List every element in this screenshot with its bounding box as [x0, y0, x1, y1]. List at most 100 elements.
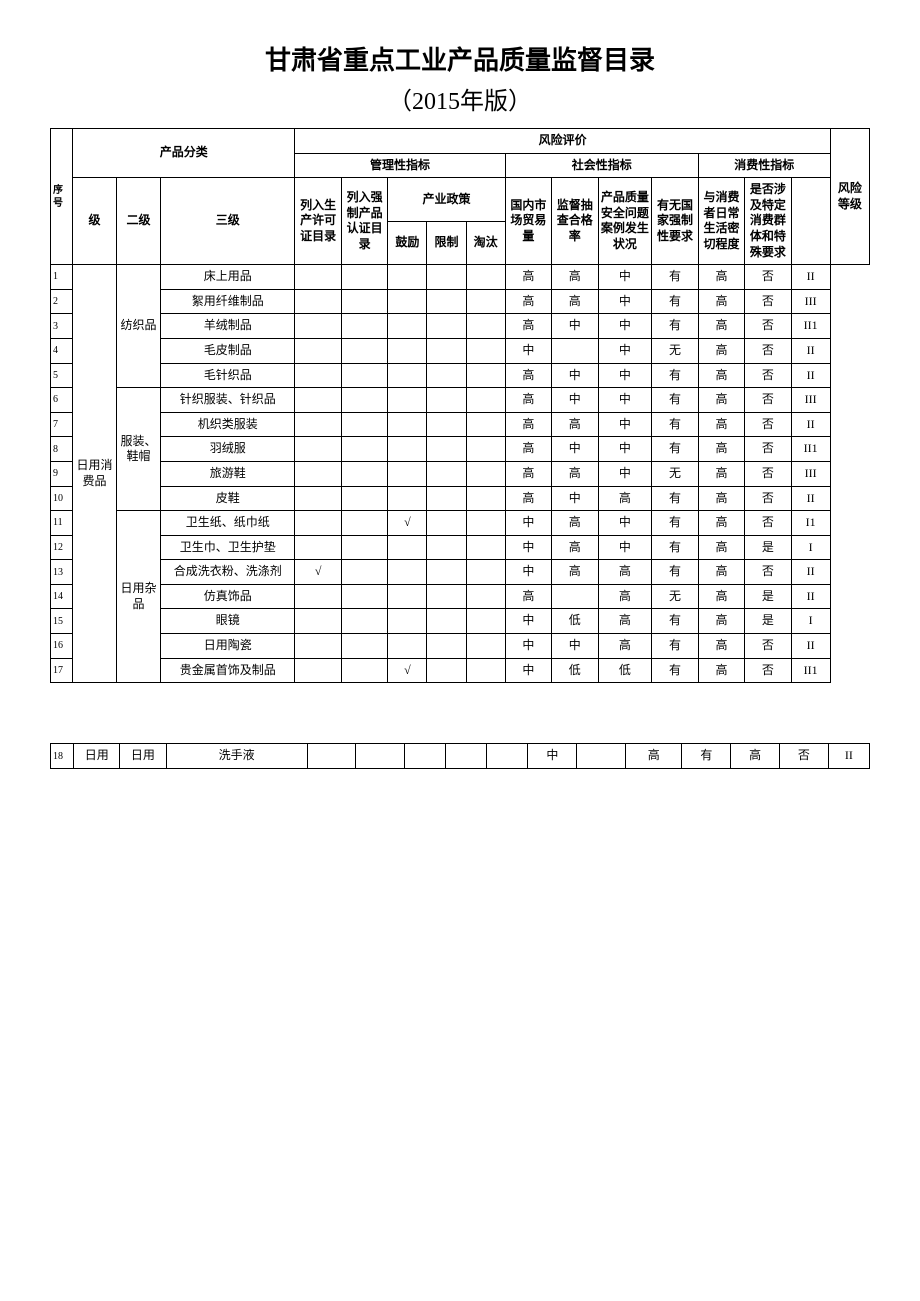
hdr-product-cat: 产品分类: [73, 129, 295, 178]
cell-lic: √: [295, 560, 341, 585]
cell-qi: 高: [598, 609, 652, 634]
cell-nat: 有: [652, 634, 698, 659]
cell-rl: II1: [791, 658, 830, 683]
cell-enc: √: [388, 658, 427, 683]
cell-life: 高: [731, 744, 780, 769]
cell-lv3: 毛皮制品: [161, 338, 295, 363]
cell-pass: 高: [552, 265, 598, 290]
cell-pass: 低: [552, 658, 598, 683]
cell-pass: 高: [552, 289, 598, 314]
cell-lic: [295, 388, 341, 413]
cell-lv3: 皮鞋: [161, 486, 295, 511]
cell-lic: [307, 744, 356, 769]
cell-res: [446, 744, 487, 769]
cell-lv2: 日用: [120, 744, 166, 769]
cell-sp: 否: [745, 314, 791, 339]
cell-seq: 7: [51, 412, 73, 437]
cell-trade: 高: [505, 437, 551, 462]
cell-cert: [341, 486, 387, 511]
cell-eli: [466, 314, 505, 339]
cell-enc: [405, 744, 446, 769]
cell-enc: [388, 265, 427, 290]
cell-qi: 中: [598, 314, 652, 339]
hdr-national: 有无国家强制性要求: [652, 178, 698, 265]
cell-seq: 17: [51, 658, 73, 683]
cell-nat: 有: [652, 486, 698, 511]
cell-lv1: 日用: [74, 744, 120, 769]
cell-sp: 否: [745, 265, 791, 290]
cell-res: [427, 511, 466, 536]
hdr-risk-eval: 风险评价: [295, 129, 830, 154]
cell-eli: [466, 388, 505, 413]
cell-cert: [341, 289, 387, 314]
cell-trade: 高: [505, 461, 551, 486]
cell-lv3: 仿真饰品: [161, 584, 295, 609]
cell-enc: [388, 363, 427, 388]
cell-qi: 高: [598, 560, 652, 585]
cell-rl: II: [791, 412, 830, 437]
cell-eli: [466, 363, 505, 388]
cell-lv3: 日用陶瓷: [161, 634, 295, 659]
cell-cert: [341, 535, 387, 560]
cell-nat: 有: [652, 437, 698, 462]
cell-sp: 否: [745, 511, 791, 536]
table-row: 18 日用 日用 洗手液 中 高 有 高 否 II: [51, 744, 870, 769]
cell-lic: [295, 265, 341, 290]
cell-res: [427, 265, 466, 290]
cell-life: 高: [698, 265, 744, 290]
cell-res: [427, 535, 466, 560]
cell-qi: 中: [598, 412, 652, 437]
cell-nat: 有: [652, 560, 698, 585]
cell-lv3: 絮用纤维制品: [161, 289, 295, 314]
cell-lv3: 卫生纸、纸巾纸: [161, 511, 295, 536]
cell-trade: 高: [505, 289, 551, 314]
cell-enc: [388, 314, 427, 339]
cell-enc: [388, 412, 427, 437]
cell-pass: [577, 744, 626, 769]
cell-qi: 中: [598, 437, 652, 462]
cell-trade: 高: [505, 265, 551, 290]
cell-lv3: 羊绒制品: [161, 314, 295, 339]
cell-nat: 无: [652, 338, 698, 363]
hdr-quality-issue: 产品质量安全问题案例发生状况: [598, 178, 652, 265]
cell-pass: 高: [552, 560, 598, 585]
cell-eli: [466, 437, 505, 462]
cell-nat: 有: [682, 744, 731, 769]
cell-res: [427, 388, 466, 413]
cell-trade: 中: [505, 338, 551, 363]
doc-subtitle: （2015年版）: [50, 81, 870, 116]
cell-cert: [341, 634, 387, 659]
cell-lic: [295, 511, 341, 536]
cell-pass: 中: [552, 437, 598, 462]
cell-pass: 高: [552, 511, 598, 536]
table-row: 7机织类服装高高中有高否II: [51, 412, 870, 437]
cell-lic: [295, 486, 341, 511]
hdr-lv2: 二级: [117, 178, 161, 265]
cell-qi: 低: [598, 658, 652, 683]
cell-enc: [388, 486, 427, 511]
cell-qi: 高: [626, 744, 682, 769]
cell-sp: 否: [745, 363, 791, 388]
cell-pass: 中: [552, 634, 598, 659]
cell-life: 高: [698, 486, 744, 511]
cell-enc: [388, 634, 427, 659]
cell-nat: 有: [652, 412, 698, 437]
cell-nat: 有: [652, 511, 698, 536]
cell-lic: [295, 634, 341, 659]
table-row: 3羊绒制品高中中有高否II1: [51, 314, 870, 339]
cell-sp: 否: [745, 388, 791, 413]
cell-rl: II: [791, 560, 830, 585]
cell-lv2: 日用杂品: [117, 511, 161, 683]
table-row: 10皮鞋高中高有高否II: [51, 486, 870, 511]
cell-eli: [466, 461, 505, 486]
cell-life: 高: [698, 314, 744, 339]
cell-eli: [466, 511, 505, 536]
cell-trade: 高: [505, 584, 551, 609]
cell-qi: 高: [598, 634, 652, 659]
cell-lv3: 床上用品: [161, 265, 295, 290]
cell-trade: 中: [505, 609, 551, 634]
cell-cert: [356, 744, 405, 769]
cell-qi: 高: [598, 486, 652, 511]
cell-lic: [295, 658, 341, 683]
cell-nat: 有: [652, 609, 698, 634]
